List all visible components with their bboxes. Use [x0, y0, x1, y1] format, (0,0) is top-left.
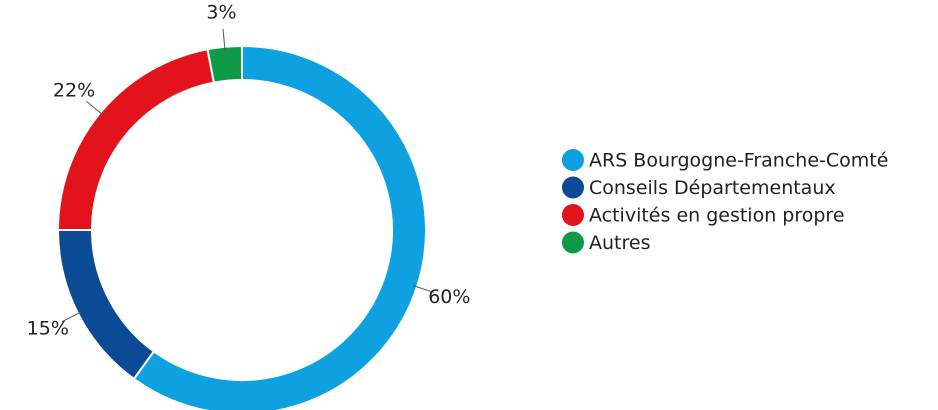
legend-swatch — [562, 176, 584, 199]
slice — [56, 48, 216, 231]
slice — [132, 44, 427, 410]
data-label: 3% — [206, 1, 236, 23]
legend-label: ARS Bourgogne-Franche-Comté — [589, 150, 888, 172]
leader-line — [222, 28, 226, 51]
legend-swatch — [562, 231, 584, 254]
legend-swatch — [562, 149, 584, 171]
legend-label: Conseils Départementaux — [589, 177, 836, 199]
leader-line — [86, 100, 104, 116]
leader-line — [413, 285, 435, 293]
data-label: 15% — [27, 317, 69, 339]
leader-line — [61, 311, 82, 323]
legend-label: Activités en gestion propre — [589, 205, 845, 227]
slice — [56, 229, 156, 381]
legend-swatch — [562, 204, 584, 226]
data-label: 22% — [53, 80, 95, 102]
slice — [206, 44, 243, 84]
legend-label: Autres — [589, 232, 650, 254]
data-label: 60% — [428, 286, 470, 308]
